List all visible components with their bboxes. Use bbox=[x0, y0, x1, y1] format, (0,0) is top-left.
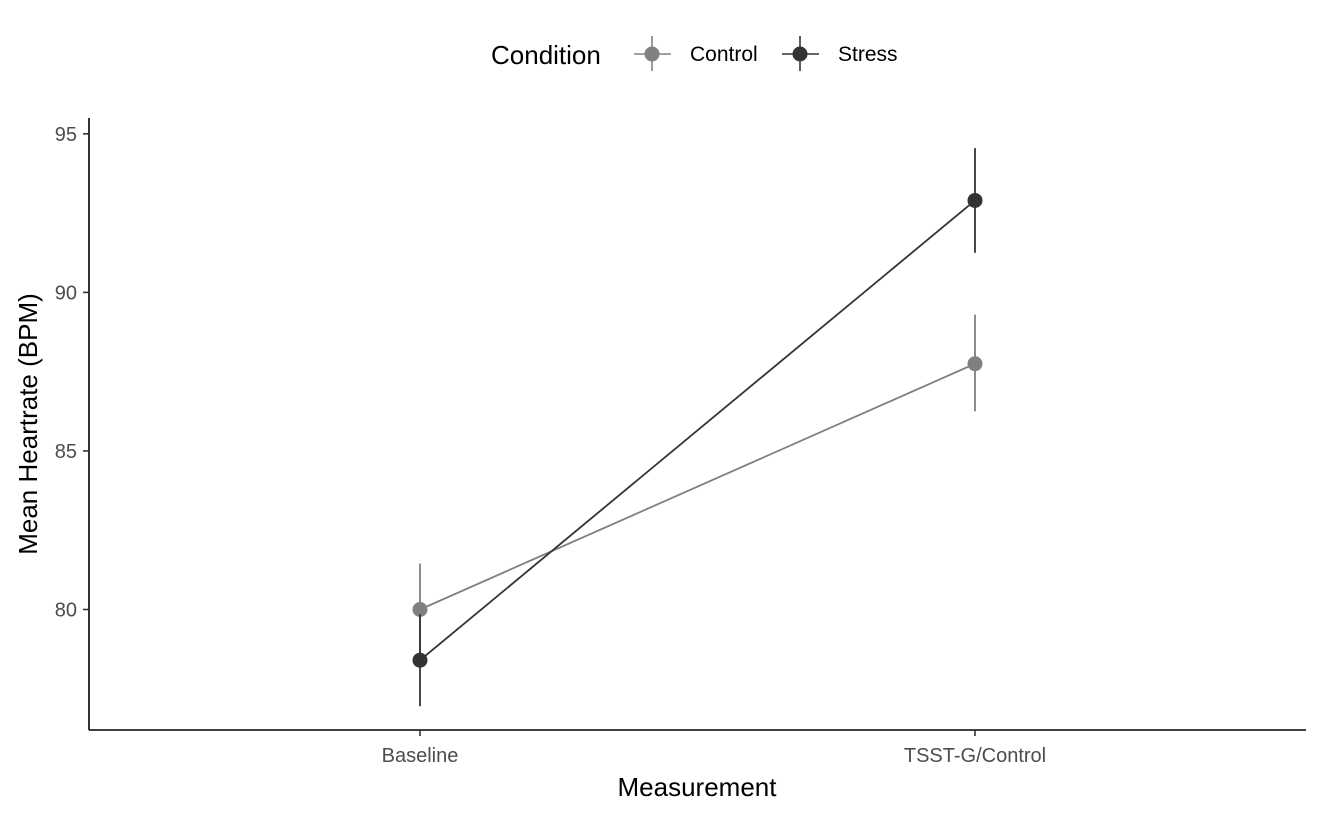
legend-key-control-point bbox=[644, 46, 660, 62]
data-point-stress bbox=[967, 192, 983, 208]
x-ticks: Baseline TSST-G/Control bbox=[382, 730, 1046, 767]
y-tick-label: 90 bbox=[55, 282, 77, 304]
series-line-control bbox=[419, 362, 976, 611]
y-axis-title: Mean Heartrate (BPM) bbox=[13, 293, 43, 555]
y-tick-label: 80 bbox=[55, 600, 77, 622]
legend-key-stress-point bbox=[792, 46, 808, 62]
legend-title: Condition bbox=[491, 40, 601, 70]
legend-key-stress bbox=[782, 36, 819, 71]
x-tick-label: TSST-G/Control bbox=[904, 745, 1046, 767]
x-tick-label: Baseline bbox=[382, 745, 459, 767]
x-axis-title: Measurement bbox=[618, 772, 778, 802]
legend: Condition Control Stress bbox=[491, 36, 898, 71]
data-point-stress bbox=[412, 652, 428, 668]
y-ticks: 80 85 90 95 bbox=[55, 124, 89, 622]
series-line-stress bbox=[419, 199, 976, 661]
plot-area bbox=[412, 148, 983, 707]
legend-label-control: Control bbox=[690, 43, 758, 66]
legend-key-control bbox=[634, 36, 671, 71]
legend-label-stress: Stress bbox=[838, 43, 898, 66]
data-point-control bbox=[412, 602, 428, 618]
y-tick-label: 95 bbox=[55, 124, 77, 146]
y-tick-label: 85 bbox=[55, 441, 77, 463]
data-point-control bbox=[967, 356, 983, 372]
